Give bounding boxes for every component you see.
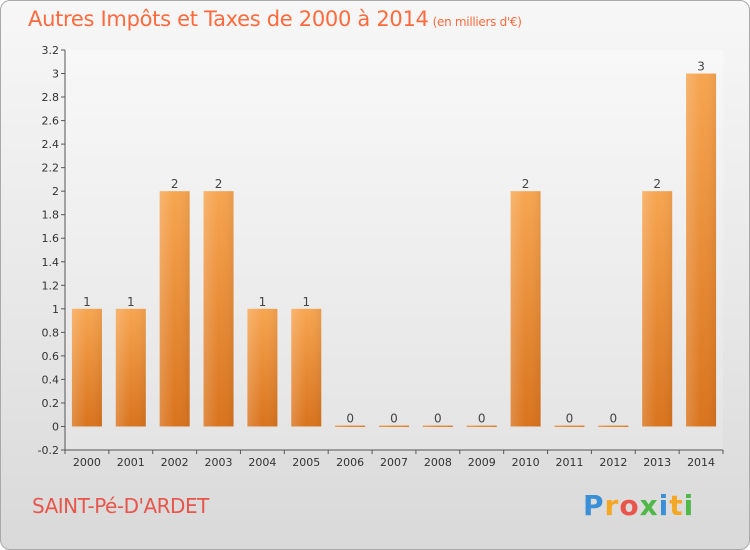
bar-shade xyxy=(335,425,366,427)
bar-shade xyxy=(554,425,585,427)
y-tick-label: 1.4 xyxy=(42,256,60,269)
x-tick-label: 2009 xyxy=(468,456,496,469)
bar-shade xyxy=(247,308,278,427)
logo-letter: i xyxy=(658,489,670,522)
bar-shade xyxy=(379,425,409,427)
data-label: 1 xyxy=(127,295,135,309)
y-tick-label: 2.4 xyxy=(42,138,60,151)
data-label: 0 xyxy=(566,411,574,425)
x-tick-label: 2002 xyxy=(161,456,189,469)
chart-title: Autres Impôts et Taxes de 2000 à 2014 (en… xyxy=(28,7,522,31)
data-label: 0 xyxy=(478,411,486,425)
y-tick-label: 1 xyxy=(52,303,59,316)
commune-name: SAINT-Pé-D'ARDET xyxy=(32,494,209,518)
y-tick-label: 2.6 xyxy=(42,115,60,128)
x-tick-label: 2013 xyxy=(643,456,671,469)
y-tick-label: 2 xyxy=(52,185,59,198)
y-tick-label: 1.6 xyxy=(42,232,60,245)
logo-letter: P xyxy=(583,489,605,522)
proxiti-logo: Proxiti xyxy=(583,489,694,522)
y-tick-label: 3 xyxy=(52,68,59,81)
bar-shade xyxy=(203,191,234,427)
data-label: 0 xyxy=(434,411,442,425)
x-tick-label: 2012 xyxy=(599,456,627,469)
y-tick-label: 1.2 xyxy=(42,279,60,292)
y-tick-label: 0.8 xyxy=(42,326,60,339)
bar-shade xyxy=(510,191,541,427)
bar-shade xyxy=(115,308,146,427)
x-tick-label: 2011 xyxy=(555,456,583,469)
y-tick-label: 0 xyxy=(52,420,59,433)
chart-unit: (en milliers d'€) xyxy=(432,15,522,29)
logo-letter: i xyxy=(683,489,695,522)
data-label: 1 xyxy=(302,295,310,309)
y-tick-label: 0.6 xyxy=(42,350,60,363)
bar-shade xyxy=(159,191,190,427)
data-label: 2 xyxy=(171,177,179,191)
y-tick-label: 0.4 xyxy=(42,373,60,386)
x-tick-label: 2014 xyxy=(687,456,715,469)
y-tick-label: 0.2 xyxy=(42,397,60,410)
data-label: 2 xyxy=(522,177,530,191)
x-tick-label: 2010 xyxy=(512,456,540,469)
logo-letter: x xyxy=(639,489,659,522)
x-tick-label: 2004 xyxy=(248,456,276,469)
bar-shade xyxy=(642,191,673,427)
bar-shade xyxy=(686,73,717,427)
bar-shade xyxy=(466,425,497,427)
bar-shade xyxy=(71,308,102,427)
x-tick-label: 2005 xyxy=(292,456,320,469)
x-tick-label: 2001 xyxy=(117,456,145,469)
data-label: 0 xyxy=(390,411,398,425)
logo-letter: t xyxy=(669,489,684,522)
logo-letter: o xyxy=(619,489,640,522)
y-tick-label: 3.2 xyxy=(42,44,60,57)
logo-letter: r xyxy=(604,489,620,522)
y-tick-label: 2.2 xyxy=(42,162,60,175)
chart-title-text: Autres Impôts et Taxes de 2000 à 2014 xyxy=(28,7,429,31)
x-tick-label: 2006 xyxy=(336,456,364,469)
x-tick-label: 2007 xyxy=(380,456,408,469)
data-label: 0 xyxy=(346,411,354,425)
y-tick-label: 1.8 xyxy=(42,209,60,222)
data-label: 1 xyxy=(83,295,91,309)
x-tick-label: 2008 xyxy=(424,456,452,469)
data-label: 0 xyxy=(610,411,618,425)
y-tick-label: -0.2 xyxy=(38,444,59,457)
bar-shade xyxy=(422,425,453,427)
data-label: 2 xyxy=(653,177,661,191)
data-label: 2 xyxy=(215,177,223,191)
data-label: 3 xyxy=(697,60,705,74)
bar-shade xyxy=(598,425,629,427)
bar-shade xyxy=(291,308,322,427)
x-tick-label: 2003 xyxy=(205,456,233,469)
x-tick-label: 2000 xyxy=(73,456,101,469)
y-tick-label: 2.8 xyxy=(42,91,60,104)
data-label: 1 xyxy=(259,295,267,309)
